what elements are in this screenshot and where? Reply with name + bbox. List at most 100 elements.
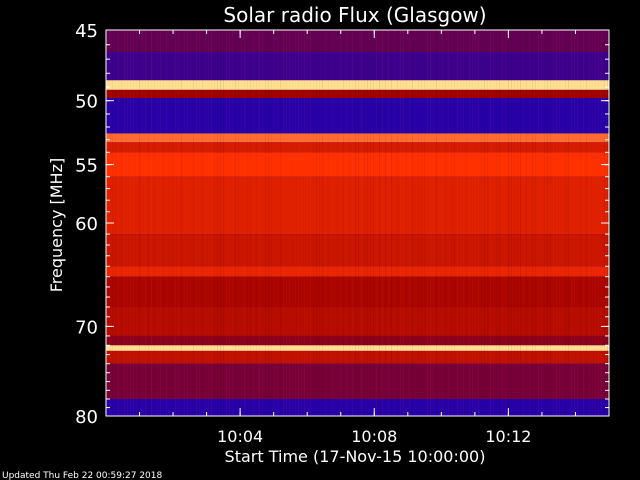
texture-line (568, 30, 569, 416)
texture-line (280, 30, 281, 416)
heatmap-band (106, 345, 609, 351)
heatmap-band (106, 399, 609, 416)
texture-line (490, 30, 491, 416)
texture-line (217, 30, 218, 416)
texture-line (304, 30, 305, 416)
texture-line (205, 30, 206, 416)
heatmap-band (106, 133, 609, 143)
y-tick-label: 70 (75, 317, 98, 338)
texture-line (211, 30, 212, 416)
heatmap-band (106, 89, 609, 98)
texture-line (325, 30, 326, 416)
texture-line (562, 30, 563, 416)
texture-line (121, 30, 122, 416)
texture-line (538, 30, 539, 416)
texture-line (133, 30, 134, 416)
heatmap-area (106, 30, 609, 416)
texture-line (301, 30, 302, 416)
texture-line (478, 30, 479, 416)
texture-line (172, 30, 173, 416)
texture-line (274, 30, 275, 416)
texture-line (487, 30, 488, 416)
texture-line (589, 30, 590, 416)
texture-line (394, 30, 395, 416)
texture-line (259, 30, 260, 416)
texture-line (244, 30, 245, 416)
texture-line (223, 30, 224, 416)
texture-line (184, 30, 185, 416)
texture-line (382, 30, 383, 416)
texture-line (391, 30, 392, 416)
texture-line (136, 30, 137, 416)
texture-line (130, 30, 131, 416)
texture-line (262, 30, 263, 416)
texture-line (577, 30, 578, 416)
texture-line (586, 30, 587, 416)
heatmap-band (106, 363, 609, 400)
texture-line (352, 30, 353, 416)
texture-line (574, 30, 575, 416)
texture-line (322, 30, 323, 416)
texture-line (364, 30, 365, 416)
heatmap-band (106, 51, 609, 81)
texture-line (484, 30, 485, 416)
texture-line (400, 30, 401, 416)
texture-line (583, 30, 584, 416)
texture-line (232, 30, 233, 416)
texture-line (565, 30, 566, 416)
heatmap-band (106, 276, 609, 307)
heatmap-band (106, 234, 609, 267)
heatmap-band (106, 30, 609, 52)
heatmap-band (106, 266, 609, 277)
texture-line (226, 30, 227, 416)
texture-line (190, 30, 191, 416)
texture-line (472, 30, 473, 416)
texture-line (520, 30, 521, 416)
texture-line (142, 30, 143, 416)
texture-line (178, 30, 179, 416)
texture-line (499, 30, 500, 416)
texture-line (160, 30, 161, 416)
texture-line (511, 30, 512, 416)
texture-line (523, 30, 524, 416)
x-tick-label: 10:08 (351, 427, 397, 446)
texture-line (388, 30, 389, 416)
texture-line (286, 30, 287, 416)
texture-line (340, 30, 341, 416)
texture-line (514, 30, 515, 416)
texture-line (367, 30, 368, 416)
texture-line (424, 30, 425, 416)
heatmap-band (106, 176, 609, 235)
heatmap-band (106, 142, 609, 153)
y-tick-label: 55 (75, 156, 98, 177)
texture-line (451, 30, 452, 416)
texture-line (157, 30, 158, 416)
x-tick-label: 10:12 (485, 427, 531, 446)
texture-line (421, 30, 422, 416)
heatmap-band (106, 152, 609, 177)
y-tick-label: 80 (75, 407, 98, 428)
texture-line (268, 30, 269, 416)
texture-line (553, 30, 554, 416)
texture-line (355, 30, 356, 416)
texture-line (343, 30, 344, 416)
texture-line (277, 30, 278, 416)
texture-line (148, 30, 149, 416)
texture-line (250, 30, 251, 416)
texture-line (439, 30, 440, 416)
texture-line (316, 30, 317, 416)
texture-line (430, 30, 431, 416)
heatmap-texture (106, 30, 608, 416)
texture-line (115, 30, 116, 416)
texture-line (556, 30, 557, 416)
texture-line (310, 30, 311, 416)
texture-line (145, 30, 146, 416)
texture-line (166, 30, 167, 416)
texture-line (436, 30, 437, 416)
texture-line (187, 30, 188, 416)
texture-line (331, 30, 332, 416)
texture-line (319, 30, 320, 416)
texture-line (403, 30, 404, 416)
texture-line (406, 30, 407, 416)
texture-line (409, 30, 410, 416)
